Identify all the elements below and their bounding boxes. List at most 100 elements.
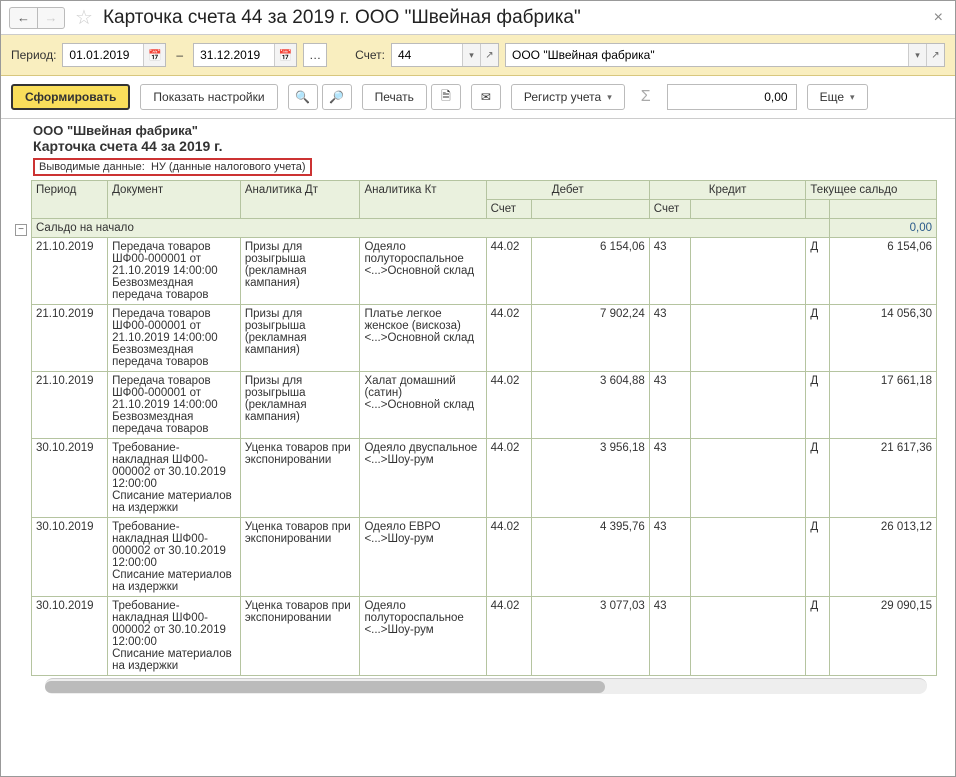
table-row[interactable]: 30.10.2019Требование-накладная ШФ00-0000… [32, 439, 937, 518]
cell-doc: Передача товаров ШФ00-000001 от 21.10.20… [108, 305, 241, 372]
chevron-down-icon[interactable]: ▾ [908, 44, 926, 66]
account-field[interactable] [392, 44, 462, 66]
cell-an_dt: Уценка товаров при экспонировании [240, 439, 360, 518]
cell-bal: 6 154,06 [830, 238, 937, 305]
cell-c_acc: 43 [649, 439, 690, 518]
tree-collapse-toggle[interactable]: − [15, 224, 27, 236]
report-subtitle: Выводимые данные: НУ (данные налогового … [33, 156, 941, 178]
cell-an_dt: Уценка товаров при экспонировании [240, 597, 360, 676]
cell-d_acc: 44.02 [486, 597, 532, 676]
table-row[interactable]: 30.10.2019Требование-накладная ШФ00-0000… [32, 597, 937, 676]
cell-period: 21.10.2019 [32, 372, 108, 439]
nav-forward-button[interactable]: → [37, 7, 65, 29]
cell-an_dt: Призы для розыгрыша (рекламная кампания) [240, 238, 360, 305]
horizontal-scrollbar[interactable] [45, 678, 927, 694]
cell-c_acc: 43 [649, 238, 690, 305]
period-from-field[interactable] [63, 44, 143, 66]
cell-an_dt: Уценка товаров при экспонировании [240, 518, 360, 597]
cell-bal_dc: Д [806, 518, 830, 597]
find-next-button[interactable]: 🔎 [322, 84, 352, 110]
period-to-input[interactable]: 📅 [193, 43, 297, 67]
cell-an_kt: Одеяло полутороспальное<...>Основной скл… [360, 238, 486, 305]
calendar-icon[interactable]: 📅 [274, 44, 296, 66]
cell-an_kt: Одеяло ЕВРО<...>Шоу-рум [360, 518, 486, 597]
col-balance[interactable]: Текущее сальдо [806, 181, 937, 200]
cell-d_sum: 3 604,88 [532, 372, 649, 439]
cell-doc: Передача товаров ШФ00-000001 от 21.10.20… [108, 372, 241, 439]
cell-d_sum: 4 395,76 [532, 518, 649, 597]
period-label: Период: [11, 48, 56, 62]
cell-bal_dc: Д [806, 305, 830, 372]
cell-d_acc: 44.02 [486, 238, 532, 305]
open-ref-icon[interactable]: ↗ [926, 44, 944, 66]
org-field[interactable] [506, 44, 908, 66]
col-period[interactable]: Период [32, 181, 108, 219]
cell-c_acc: 43 [649, 305, 690, 372]
account-label: Счет: [355, 48, 385, 62]
open-ref-icon[interactable]: ↗ [480, 44, 498, 66]
cell-bal: 26 013,12 [830, 518, 937, 597]
cell-c_acc: 43 [649, 518, 690, 597]
cell-c_sum [691, 305, 806, 372]
generate-button[interactable]: Сформировать [11, 84, 130, 110]
cell-c_acc: 43 [649, 597, 690, 676]
col-debit-acct[interactable]: Счет [486, 200, 532, 219]
cell-bal: 29 090,15 [830, 597, 937, 676]
col-debit[interactable]: Дебет [486, 181, 649, 200]
sum-field[interactable] [667, 84, 797, 110]
email-button[interactable]: ✉ [471, 84, 501, 110]
col-analytics-dt[interactable]: Аналитика Дт [240, 181, 360, 219]
col-analytics-kt[interactable]: Аналитика Кт [360, 181, 486, 219]
cell-d_sum: 6 154,06 [532, 238, 649, 305]
close-button[interactable]: × [930, 9, 947, 27]
period-picker-button[interactable]: … [303, 43, 327, 67]
cell-c_sum [691, 238, 806, 305]
period-from-input[interactable]: 📅 [62, 43, 166, 67]
nav-back-button[interactable]: ← [9, 7, 37, 29]
col-credit[interactable]: Кредит [649, 181, 806, 200]
org-combo[interactable]: ▾ ↗ [505, 43, 945, 67]
cell-doc: Передача товаров ШФ00-000001 от 21.10.20… [108, 238, 241, 305]
col-document[interactable]: Документ [108, 181, 241, 219]
cell-d_acc: 44.02 [486, 372, 532, 439]
cell-doc: Требование-накладная ШФ00-000002 от 30.1… [108, 518, 241, 597]
opening-balance-row: Сальдо на начало0,00 [32, 219, 937, 238]
cell-c_sum [691, 597, 806, 676]
cell-bal_dc: Д [806, 597, 830, 676]
cell-period: 21.10.2019 [32, 305, 108, 372]
report-org: ООО "Швейная фабрика" [33, 123, 941, 138]
table-row[interactable]: 30.10.2019Требование-накладная ШФ00-0000… [32, 518, 937, 597]
show-settings-button[interactable]: Показать настройки [140, 84, 277, 110]
period-to-field[interactable] [194, 44, 274, 66]
col-credit-acct[interactable]: Счет [649, 200, 690, 219]
find-button[interactable]: 🔍 [288, 84, 318, 110]
cell-c_acc: 43 [649, 372, 690, 439]
cell-d_sum: 3 077,03 [532, 597, 649, 676]
cell-an_kt: Одеяло двуспальное<...>Шоу-рум [360, 439, 486, 518]
cell-bal_dc: Д [806, 238, 830, 305]
cell-bal: 17 661,18 [830, 372, 937, 439]
cell-doc: Требование-накладная ШФ00-000002 от 30.1… [108, 439, 241, 518]
print-button[interactable]: Печать [362, 84, 427, 110]
report-title: Карточка счета 44 за 2019 г. [33, 138, 941, 154]
more-button[interactable]: Еще▾ [807, 84, 868, 110]
cell-d_acc: 44.02 [486, 305, 532, 372]
cell-bal_dc: Д [806, 439, 830, 518]
cell-d_sum: 7 902,24 [532, 305, 649, 372]
account-combo[interactable]: ▾ ↗ [391, 43, 499, 67]
register-button[interactable]: Регистр учета▾ [511, 84, 625, 110]
titlebar: ← → ☆ Карточка счета 44 за 2019 г. ООО "… [1, 1, 955, 35]
favorite-star-icon[interactable]: ☆ [75, 5, 93, 30]
cell-period: 30.10.2019 [32, 597, 108, 676]
calendar-icon[interactable]: 📅 [143, 44, 165, 66]
cell-an_kt: Халат домашний (сатин)<...>Основной скла… [360, 372, 486, 439]
cell-period: 30.10.2019 [32, 518, 108, 597]
cell-bal: 14 056,30 [830, 305, 937, 372]
chevron-down-icon[interactable]: ▾ [462, 44, 480, 66]
table-row[interactable]: 21.10.2019Передача товаров ШФ00-000001 о… [32, 305, 937, 372]
table-row[interactable]: 21.10.2019Передача товаров ШФ00-000001 о… [32, 238, 937, 305]
table-row[interactable]: 21.10.2019Передача товаров ШФ00-000001 о… [32, 372, 937, 439]
period-dash: – [172, 48, 187, 62]
print-preview-button[interactable]: 🗎 [431, 84, 461, 110]
cell-bal: 21 617,36 [830, 439, 937, 518]
